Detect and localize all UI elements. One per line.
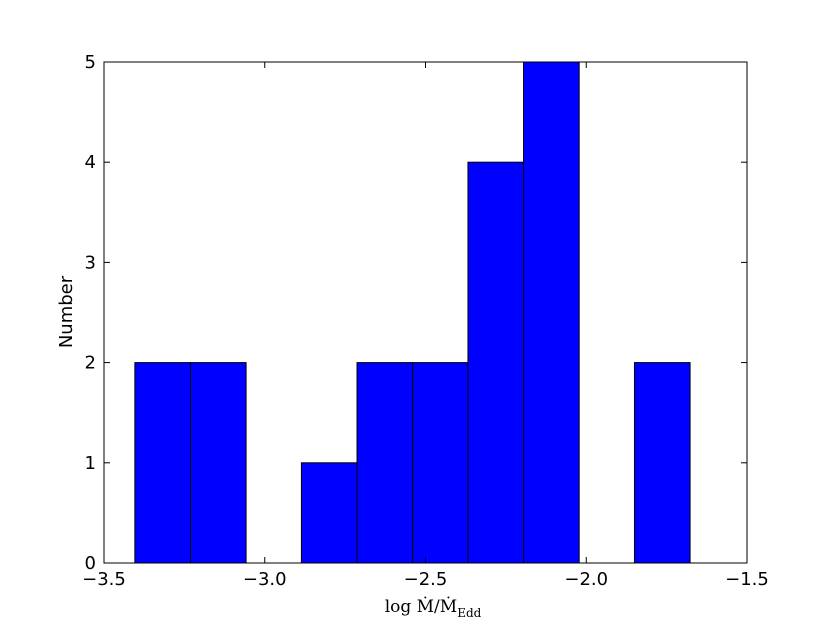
y-tick-label: 3 [85, 252, 96, 273]
x-tick-label: −3.0 [243, 569, 287, 590]
bar [356, 362, 414, 564]
bar [633, 362, 691, 564]
x-axis-label-main: log Ṁ/Ṁ [385, 596, 458, 617]
y-tick-label: 0 [85, 553, 96, 574]
bar [523, 61, 580, 564]
x-tick-label: −1.5 [725, 569, 769, 590]
x-axis-label: log Ṁ/ṀEdd [385, 596, 482, 620]
y-tick-label: 2 [85, 353, 96, 374]
y-tick-label: 4 [85, 152, 96, 173]
y-tick-label: 5 [85, 52, 96, 73]
y-axis-label: Number [56, 275, 77, 348]
x-tick-label: −2.0 [564, 569, 608, 590]
x-tick-label: −2.5 [404, 569, 448, 590]
x-tick-label: −3.5 [82, 569, 126, 590]
y-tick-label: 1 [85, 453, 96, 474]
bar [189, 362, 247, 564]
bar [134, 362, 191, 564]
bar [300, 462, 358, 564]
bar [467, 161, 525, 564]
x-axis-label-subscript: Edd [457, 606, 481, 620]
bar [412, 362, 469, 564]
